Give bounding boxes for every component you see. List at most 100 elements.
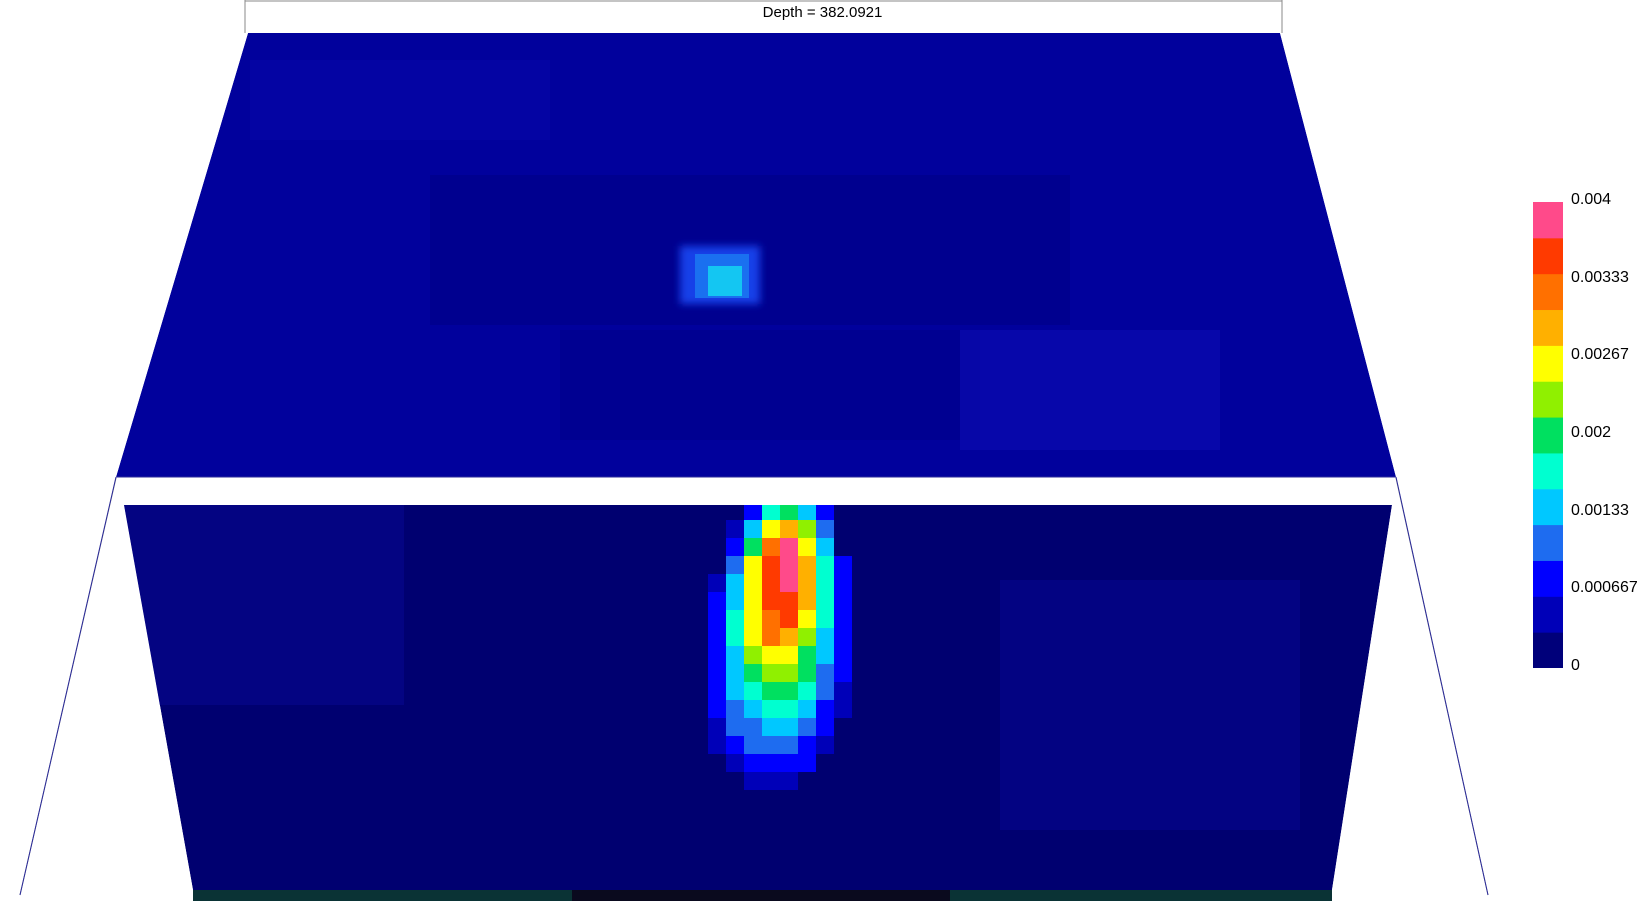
plume-cell <box>762 538 780 556</box>
plume-cell <box>798 646 816 664</box>
plume-cell <box>744 664 762 682</box>
plume-cell <box>780 736 798 754</box>
plume-cell <box>762 484 780 502</box>
plume-cell <box>798 700 816 718</box>
depth-label: Depth = <box>762 4 816 21</box>
colorbar-segment <box>1533 596 1563 633</box>
colorbar-tick-label: 0.002 <box>1571 424 1612 441</box>
plume-cell <box>780 628 798 646</box>
hotspot-core <box>708 266 742 296</box>
plume-cell <box>780 664 798 682</box>
plume-cell <box>762 505 780 520</box>
plume-cell <box>762 610 780 628</box>
colorbar-segment <box>1533 488 1563 526</box>
plume-cell <box>762 754 780 772</box>
plume-cell <box>816 646 834 664</box>
plume-cell <box>744 736 762 754</box>
colorbar-segment <box>1533 345 1563 382</box>
plume-cell <box>708 718 726 736</box>
plume-cell <box>834 700 852 718</box>
plume-cell <box>726 538 744 556</box>
colorbar-tick-label: 0.00333 <box>1571 269 1629 287</box>
plume-cell <box>744 505 762 520</box>
colorbar <box>1533 202 1563 668</box>
plume-cell <box>708 736 726 754</box>
plume-cell <box>780 538 798 556</box>
top-patch-light <box>960 330 1220 450</box>
plume-cell <box>780 682 798 700</box>
plume <box>708 484 852 790</box>
plume-cell <box>762 700 780 718</box>
volume-front-face <box>124 484 1392 890</box>
colorbar-tick-label: 0.004 <box>1571 191 1612 208</box>
plume-cell <box>834 610 852 628</box>
plume-cell <box>726 574 744 592</box>
plume-cell <box>816 610 834 628</box>
plume-cell <box>762 718 780 736</box>
plume-cell <box>744 718 762 736</box>
plume-cell <box>726 520 744 538</box>
floor-strip-center <box>572 890 950 901</box>
plume-cell <box>780 610 798 628</box>
plume-cell <box>744 682 762 700</box>
plume-cell <box>744 700 762 718</box>
plume-cell <box>744 754 762 772</box>
plume-cell <box>744 592 762 610</box>
floor-strip-right <box>950 890 1332 901</box>
top-patch-light <box>250 60 550 140</box>
plume-cell <box>708 628 726 646</box>
plume-cell <box>798 628 816 646</box>
plume-cell <box>798 736 816 754</box>
plume-cell <box>816 505 834 520</box>
plume-cell <box>780 484 798 502</box>
plume-cell <box>780 592 798 610</box>
plume-cell <box>762 772 780 790</box>
plume-cell <box>726 664 744 682</box>
plume-cell <box>762 736 780 754</box>
plume-cell <box>708 610 726 628</box>
plume-cell <box>798 754 816 772</box>
plume-cell <box>798 574 816 592</box>
plume-cell <box>744 574 762 592</box>
front-patch-light <box>124 505 404 705</box>
floor-strip <box>193 890 1332 901</box>
plume-cell <box>798 520 816 538</box>
plume-cell <box>744 628 762 646</box>
plume-cell <box>780 700 798 718</box>
plume-cell <box>834 628 852 646</box>
plume-cell <box>726 754 744 772</box>
volume-top-face <box>116 33 1396 477</box>
plume-cell <box>744 556 762 574</box>
colorbar-segment <box>1533 524 1563 561</box>
plume-cell <box>798 556 816 574</box>
plume-cell <box>798 538 816 556</box>
plume-cell <box>726 610 744 628</box>
front-face-outline <box>19 476 1489 896</box>
depth-title: Depth = 382.0921 <box>0 4 1645 21</box>
plume-cell <box>780 718 798 736</box>
plume-cell <box>816 574 834 592</box>
front-patch-light <box>1000 580 1300 830</box>
plume-cell <box>834 664 852 682</box>
plume-cell <box>780 556 798 574</box>
plume-cell <box>762 592 780 610</box>
plume-cell <box>762 646 780 664</box>
plume-cell <box>726 700 744 718</box>
plume-cell <box>762 520 780 538</box>
plume-cell <box>762 682 780 700</box>
plume-cell <box>834 646 852 664</box>
plume-cell <box>816 736 834 754</box>
plume-cell <box>726 628 744 646</box>
plume-cell <box>816 682 834 700</box>
plume-cell <box>780 646 798 664</box>
plume-cell <box>726 682 744 700</box>
plume-cell <box>726 556 744 574</box>
plume-cell <box>834 592 852 610</box>
colorbar-segment <box>1533 237 1563 275</box>
plume-cell <box>708 700 726 718</box>
shallow-hotspot <box>680 246 760 304</box>
plume-cell <box>816 718 834 736</box>
plume-cell <box>708 646 726 664</box>
plume-cell <box>762 574 780 592</box>
